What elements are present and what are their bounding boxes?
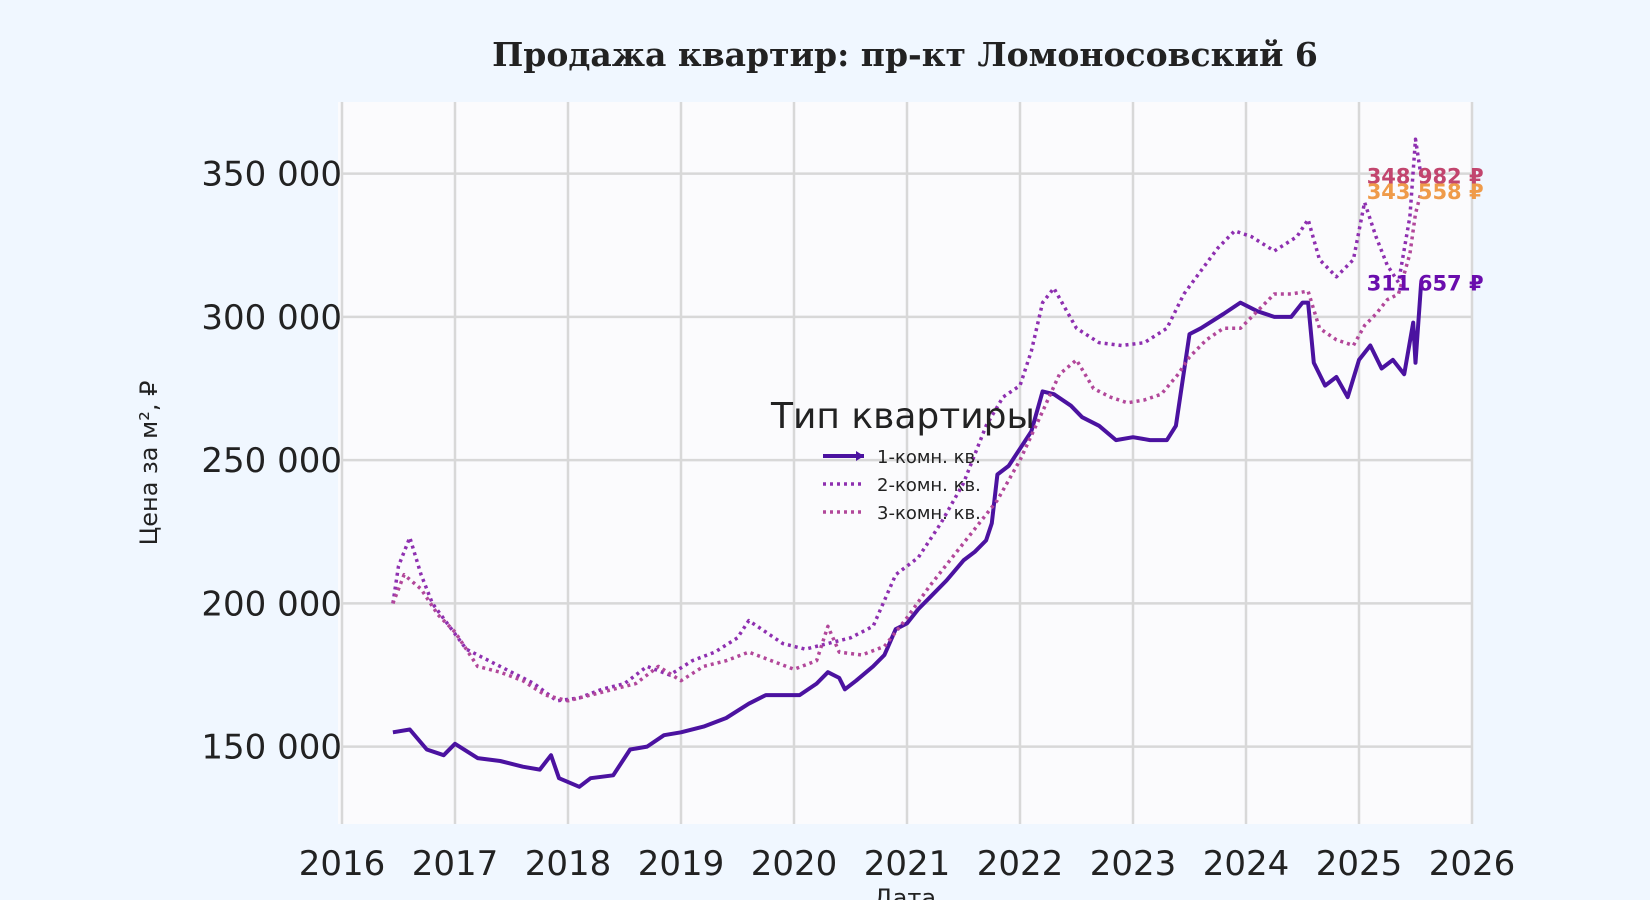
legend-label-3-room: 3-комн. кв. [877, 503, 981, 524]
end-label-2-room: 348 982 ₽ [1367, 165, 1484, 189]
y-tick-label: 300 000 [201, 298, 342, 338]
x-tick-label: 2025 [1316, 844, 1403, 884]
x-axis-ticks: 2016 2017 2018 2019 2020 2021 2022 2023 2024 2025… [299, 844, 1516, 884]
y-axis-ticks: 150 000 200 000 250 000 300 000 350 000 [201, 155, 342, 768]
x-tick-label: 2017 [412, 844, 499, 884]
y-axis-label: Цена за м², ₽ [135, 381, 163, 546]
legend-label-1-room: 1-комн. кв. [877, 447, 981, 468]
legend-title: Тип квартиры [770, 396, 1035, 437]
y-tick-label: 250 000 [201, 441, 342, 481]
y-tick-label: 350 000 [201, 155, 342, 195]
grid [340, 102, 1474, 824]
x-tick-label: 2018 [525, 844, 612, 884]
x-tick-label: 2019 [638, 844, 725, 884]
plot-area [338, 102, 1472, 824]
y-tick-label: 200 000 [201, 584, 342, 624]
x-tick-label: 2026 [1429, 844, 1516, 884]
x-tick-label: 2023 [1090, 844, 1177, 884]
legend-marker-1-room [856, 451, 864, 461]
series-line-1-room [392, 283, 1424, 789]
series-layer [391, 137, 1424, 789]
x-tick-label: 2020 [751, 844, 838, 884]
x-tick-label: 2022 [977, 844, 1064, 884]
x-tick-label: 2016 [299, 844, 386, 884]
end-label-3-room: 343 558 ₽ [1367, 180, 1484, 204]
x-tick-label: 2024 [1203, 844, 1290, 884]
chart-title: Продажа квартир: пр-кт Ломоносовский 6 [492, 35, 1318, 74]
end-label-1-room: 311 657 ₽ [1367, 271, 1484, 295]
x-axis-label: Дата [874, 884, 936, 900]
legend: Тип квартиры 1-комн. кв. 2-комн. кв. 3-к… [770, 396, 1035, 524]
x-tick-label: 2021 [864, 844, 951, 884]
legend-label-2-room: 2-комн. кв. [877, 475, 981, 496]
y-tick-label: 150 000 [201, 728, 342, 768]
end-labels: 311 657 ₽ 348 982 ₽343 558 ₽ [1367, 165, 1484, 296]
